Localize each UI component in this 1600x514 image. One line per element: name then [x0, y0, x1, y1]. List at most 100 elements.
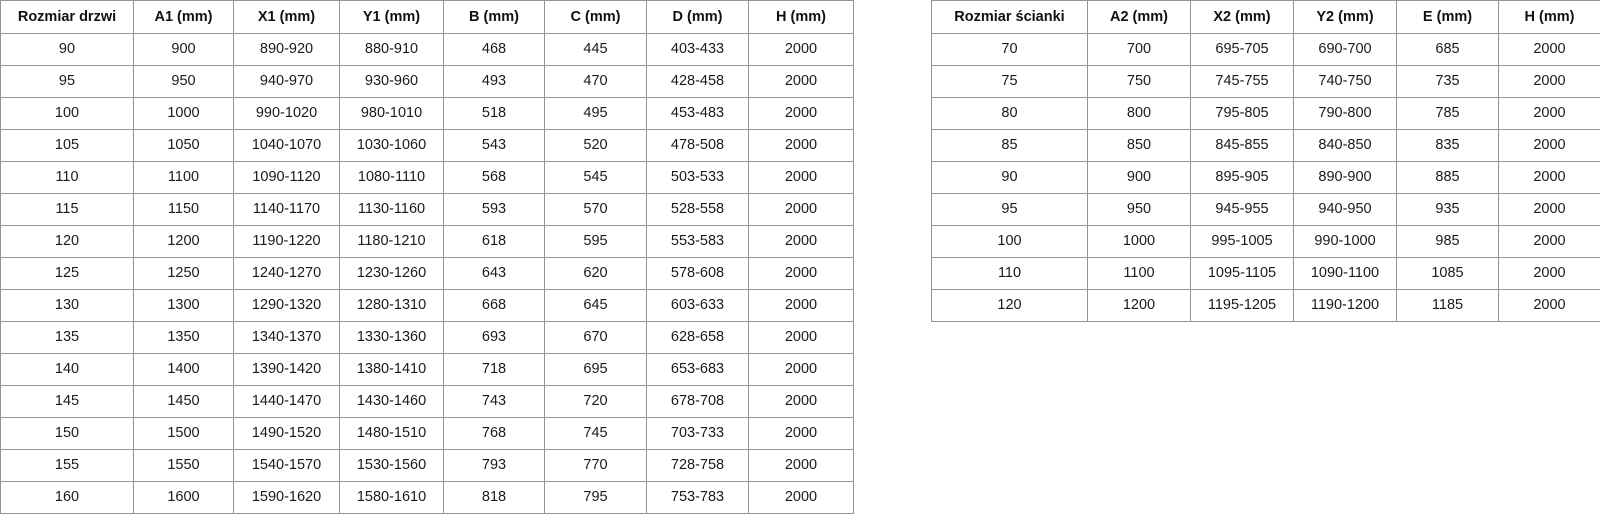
doors-table-cell: 950	[133, 65, 234, 98]
doors-table-row: 160 1600 1590-1620 1580-1610 818 795 753-783 20…	[0, 481, 854, 514]
walls-table-cell: 1090-1100	[1293, 257, 1397, 290]
doors-dimensions-table: Rozmiar drzwi A1 (mm) X1 (mm) Y1 (mm) B (mm)…	[0, 0, 854, 514]
doors-table-column-header: A1 (mm)	[133, 0, 234, 34]
doors-table-cell: 620	[544, 257, 647, 290]
doors-table-cell: 528-558	[646, 193, 749, 226]
walls-table-row: 75 750 745-755 740-750 735 2000	[931, 65, 1600, 98]
walls-table-row: 80 800 795-805 790-800 785 2000	[931, 97, 1600, 130]
doors-table-body: 90 900 890-920 880-910 468 445 403-433 2000 95 95…	[0, 33, 854, 514]
walls-table-cell: 950	[1087, 193, 1191, 226]
walls-table-cell: 800	[1087, 97, 1191, 130]
doors-table-cell: 115	[0, 193, 134, 226]
doors-table-row: 115 1150 1140-1170 1130-1160 593 570 528-558 20…	[0, 193, 854, 226]
doors-table-cell: 2000	[748, 321, 854, 354]
doors-table-cell: 670	[544, 321, 647, 354]
walls-table-cell: 840-850	[1293, 129, 1397, 162]
doors-table-cell: 105	[0, 129, 134, 162]
doors-table-cell: 95	[0, 65, 134, 98]
doors-table-column-header: C (mm)	[544, 0, 647, 34]
doors-table-cell: 493	[443, 65, 545, 98]
doors-table-cell: 1150	[133, 193, 234, 226]
doors-table-cell: 1530-1560	[339, 449, 444, 482]
doors-table-column-header: X1 (mm)	[233, 0, 340, 34]
doors-table-cell: 643	[443, 257, 545, 290]
walls-table-cell: 700	[1087, 33, 1191, 66]
doors-table-cell: 753-783	[646, 481, 749, 514]
walls-table-cell: 940-950	[1293, 193, 1397, 226]
doors-table-cell: 495	[544, 97, 647, 130]
doors-table-cell: 678-708	[646, 385, 749, 418]
doors-table-cell: 695	[544, 353, 647, 386]
walls-table-cell: 2000	[1498, 33, 1600, 66]
doors-table-cell: 795	[544, 481, 647, 514]
walls-table-row: 85 850 845-855 840-850 835 2000	[931, 129, 1600, 162]
doors-table-cell: 1200	[133, 225, 234, 258]
doors-table-cell: 468	[443, 33, 545, 66]
walls-table-cell: 80	[931, 97, 1088, 130]
walls-table-cell: 1000	[1087, 225, 1191, 258]
walls-table-row: 120 1200 1195-1205 1190-1200 1185 2000	[931, 289, 1600, 322]
doors-table-cell: 618	[443, 225, 545, 258]
walls-table-cell: 120	[931, 289, 1088, 322]
doors-table-row: 110 1100 1090-1120 1080-1110 568 545 503-533 20…	[0, 161, 854, 194]
doors-table-cell: 818	[443, 481, 545, 514]
walls-table-cell: 1085	[1396, 257, 1499, 290]
walls-table-cell: 1185	[1396, 289, 1499, 322]
walls-table-cell: 790-800	[1293, 97, 1397, 130]
walls-table-cell: 795-805	[1190, 97, 1294, 130]
doors-table-row: 145 1450 1440-1470 1430-1460 743 720 678-708 20…	[0, 385, 854, 418]
doors-table-cell: 145	[0, 385, 134, 418]
doors-table-cell: 155	[0, 449, 134, 482]
walls-table-cell: 70	[931, 33, 1088, 66]
walls-table-cell: 2000	[1498, 225, 1600, 258]
walls-table-cell: 2000	[1498, 257, 1600, 290]
walls-table-body: 70 700 695-705 690-700 685 2000 75 750 745-755 74…	[931, 33, 1600, 322]
doors-table-cell: 768	[443, 417, 545, 450]
doors-table-cell: 890-920	[233, 33, 340, 66]
doors-table-header-row: Rozmiar drzwi A1 (mm) X1 (mm) Y1 (mm) B (mm)…	[0, 0, 854, 34]
walls-table-cell: 2000	[1498, 289, 1600, 322]
doors-table-cell: 578-608	[646, 257, 749, 290]
doors-table-cell: 900	[133, 33, 234, 66]
walls-table-cell: 1100	[1087, 257, 1191, 290]
doors-table-head: Rozmiar drzwi A1 (mm) X1 (mm) Y1 (mm) B (mm)…	[0, 0, 854, 34]
doors-table-cell: 668	[443, 289, 545, 322]
doors-table-cell: 1090-1120	[233, 161, 340, 194]
walls-table-row: 110 1100 1095-1105 1090-1100 1085 2000	[931, 257, 1600, 290]
walls-table-cell: 750	[1087, 65, 1191, 98]
doors-table-cell: 2000	[748, 417, 854, 450]
doors-table-cell: 1330-1360	[339, 321, 444, 354]
walls-table-cell: 885	[1396, 161, 1499, 194]
doors-table-cell: 2000	[748, 97, 854, 130]
doors-table-cell: 720	[544, 385, 647, 418]
doors-table-cell: 2000	[748, 449, 854, 482]
doors-table-cell: 1130-1160	[339, 193, 444, 226]
doors-table-cell: 100	[0, 97, 134, 130]
walls-table-cell: 850	[1087, 129, 1191, 162]
walls-table-cell: 835	[1396, 129, 1499, 162]
walls-table-column-header: Rozmiar ścianki	[931, 0, 1088, 34]
walls-table-column-header: A2 (mm)	[1087, 0, 1191, 34]
doors-table-column-header: Rozmiar drzwi	[0, 0, 134, 34]
walls-table-cell: 75	[931, 65, 1088, 98]
doors-table-cell: 518	[443, 97, 545, 130]
doors-table-cell: 1140-1170	[233, 193, 340, 226]
walls-table-cell: 110	[931, 257, 1088, 290]
doors-table-cell: 645	[544, 289, 647, 322]
doors-table-row: 105 1050 1040-1070 1030-1060 543 520 478-508 20…	[0, 129, 854, 162]
doors-table-cell: 1490-1520	[233, 417, 340, 450]
walls-dimensions-table-container: Rozmiar ścianki A2 (mm) X2 (mm) Y2 (mm) E (m…	[931, 0, 1600, 322]
doors-table-cell: 478-508	[646, 129, 749, 162]
doors-table-cell: 570	[544, 193, 647, 226]
walls-table-column-header: H (mm)	[1498, 0, 1600, 34]
doors-table-cell: 1240-1270	[233, 257, 340, 290]
doors-table-row: 125 1250 1240-1270 1230-1260 643 620 578-608 20…	[0, 257, 854, 290]
walls-table-cell: 735	[1396, 65, 1499, 98]
doors-table-cell: 1430-1460	[339, 385, 444, 418]
doors-table-cell: 718	[443, 353, 545, 386]
walls-table-cell: 890-900	[1293, 161, 1397, 194]
walls-table-header-row: Rozmiar ścianki A2 (mm) X2 (mm) Y2 (mm) E (m…	[931, 0, 1600, 34]
walls-table-cell: 1200	[1087, 289, 1191, 322]
walls-table-cell: 1190-1200	[1293, 289, 1397, 322]
doors-table-cell: 520	[544, 129, 647, 162]
